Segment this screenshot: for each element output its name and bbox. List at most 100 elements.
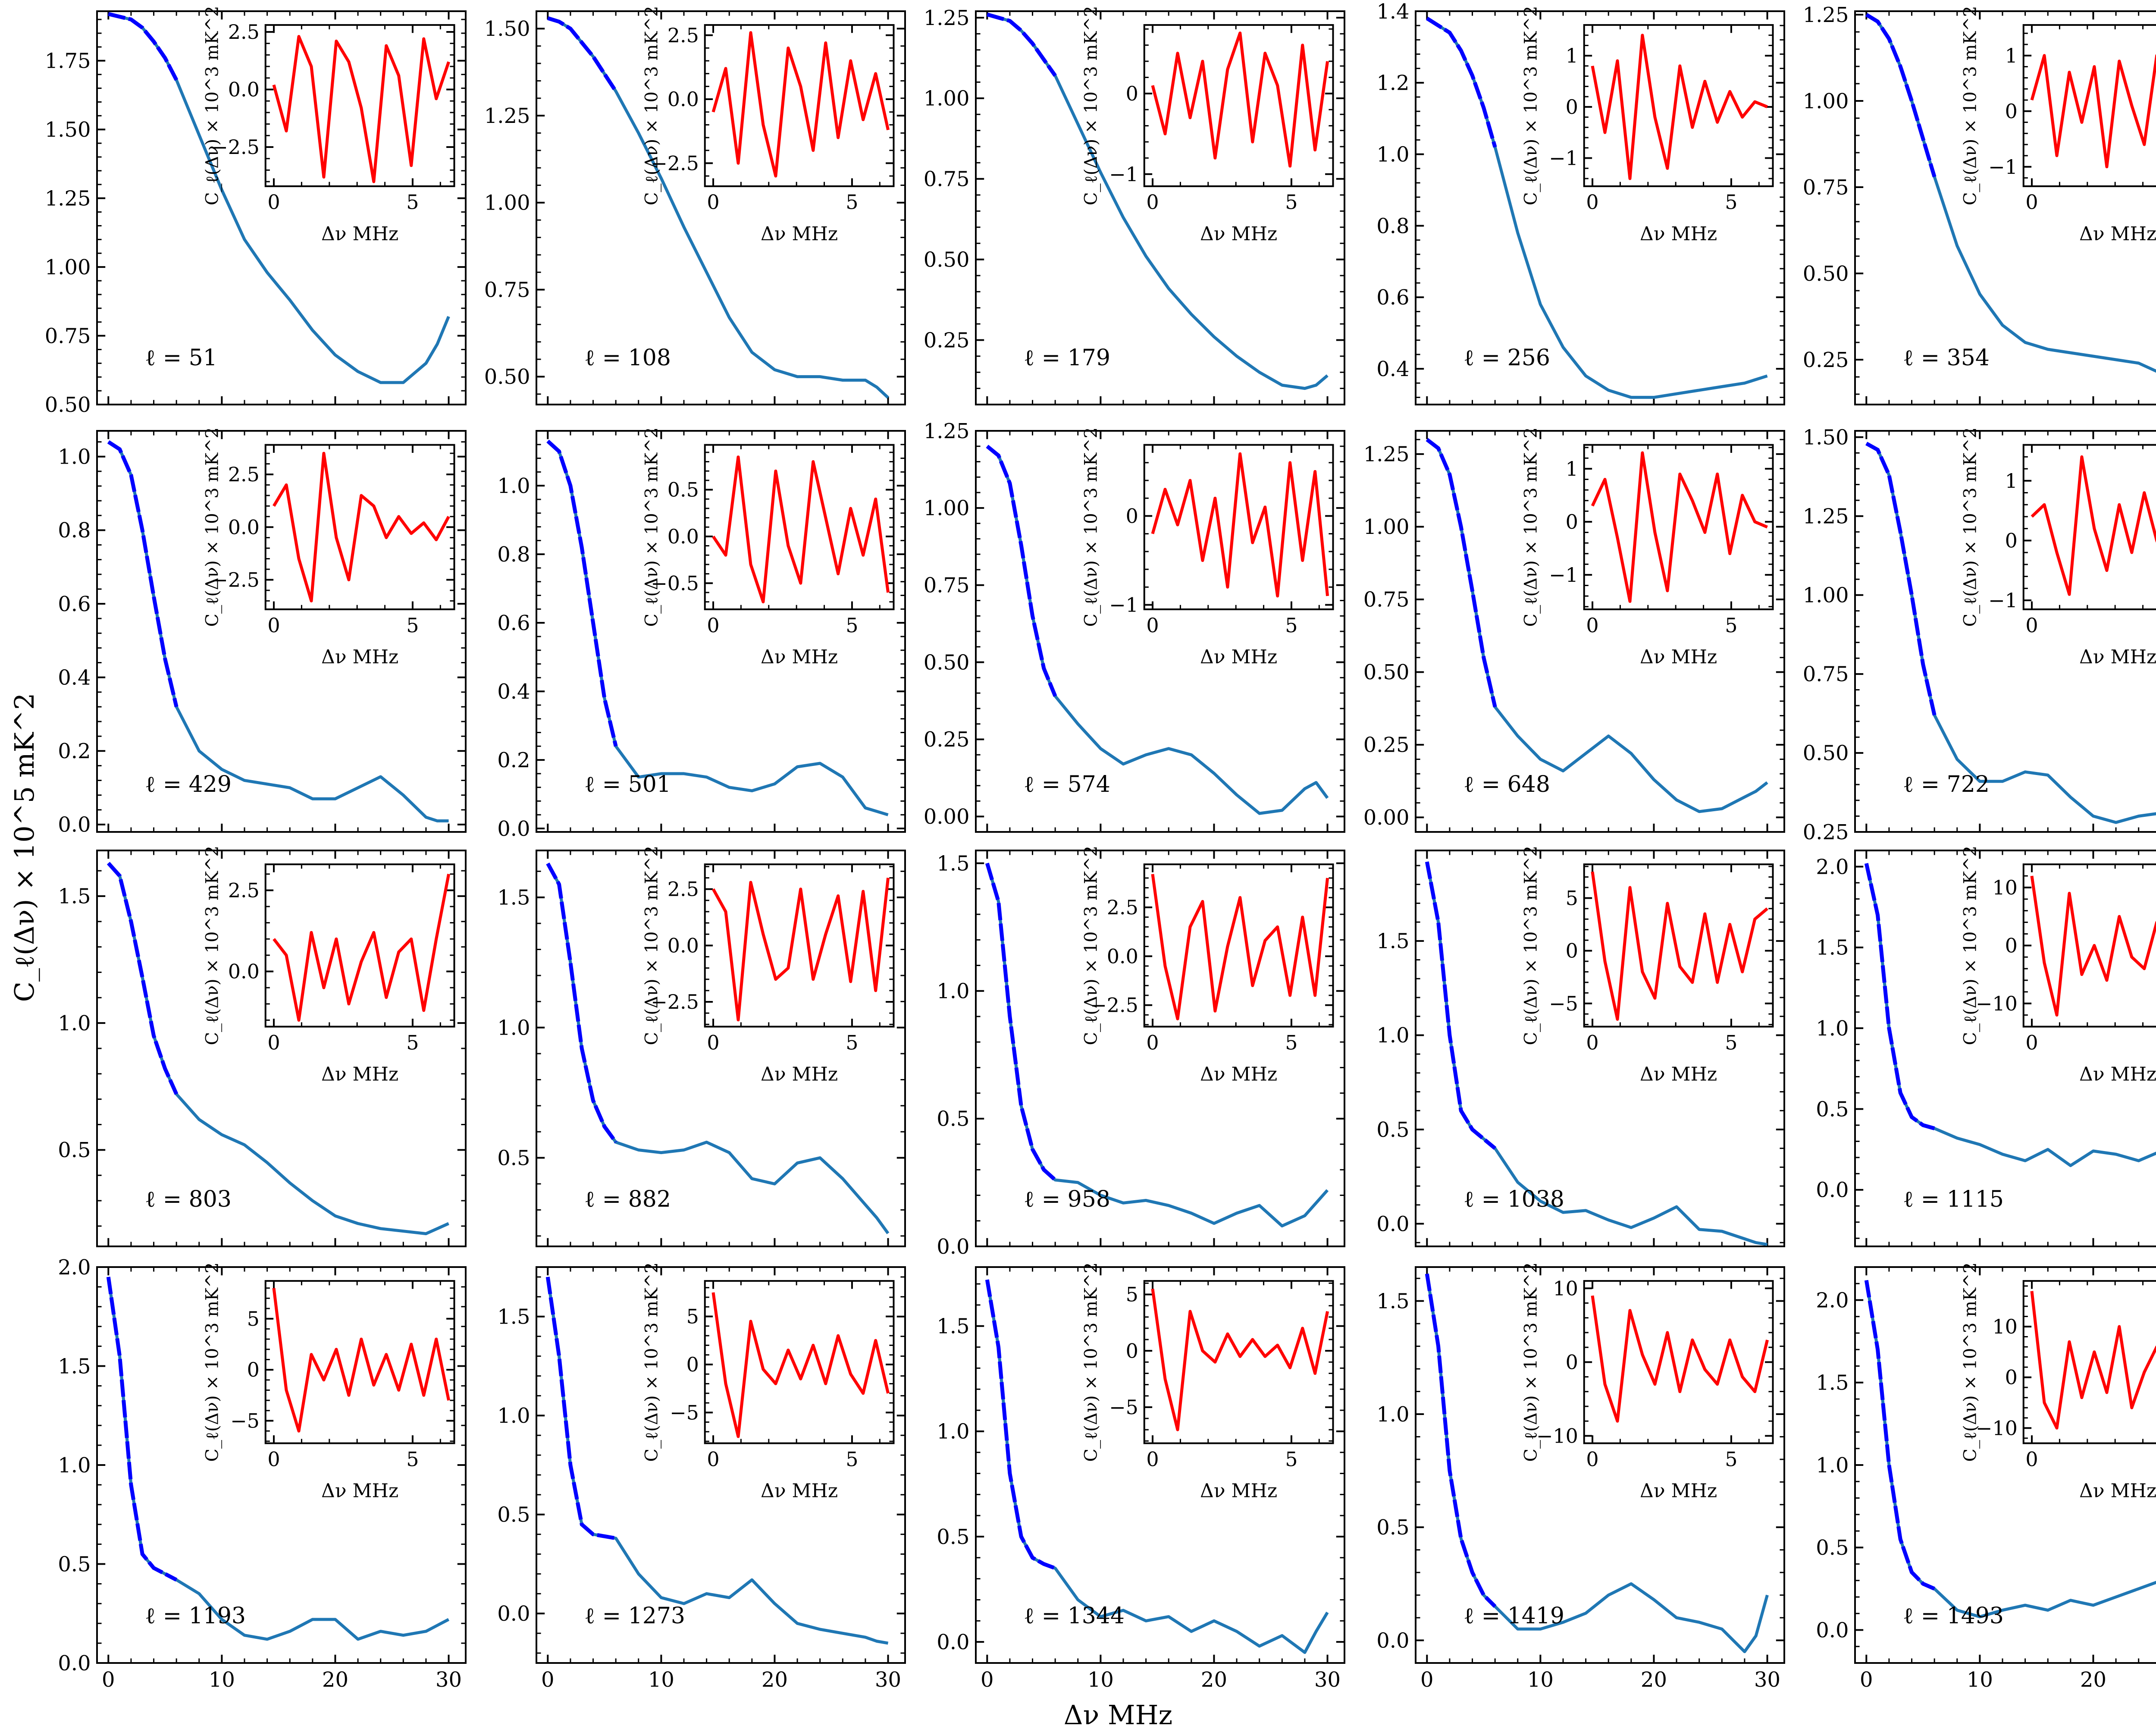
main-y-tick-label: 1.0 — [937, 1420, 969, 1444]
main-curve-dashed-segment — [1865, 442, 1937, 716]
inset-curve-line — [1591, 34, 1768, 180]
inset-y-tick-label: −1 — [1988, 155, 2018, 179]
main-y-tick-label: 0.0 — [1816, 1178, 1849, 1202]
inset-x-tick-label: 0 — [2025, 1031, 2038, 1054]
inset-xlabel: Δν MHz — [321, 1064, 398, 1086]
main-x-tick-label: 0 — [541, 1668, 555, 1692]
main-curve-dashed-segment — [106, 1277, 178, 1582]
inset-panel: 0 5 −1 0 1 Δν MHz C_ℓ(Δν) × 10^3 mK^2 — [1521, 6, 1774, 245]
inset-ylabel: C_ℓ(Δν) × 10^3 mK^2 — [203, 6, 222, 205]
main-y-tick-label: 1.75 — [45, 49, 91, 73]
inset-y-tick-label: 0.0 — [667, 525, 699, 548]
main-y-tick-label: 0.6 — [58, 592, 91, 616]
inset-curve-line — [1151, 874, 1329, 1020]
inset-xlabel: Δν MHz — [2079, 646, 2156, 668]
inset-curve-line — [272, 35, 450, 183]
inset-xlabel: Δν MHz — [1640, 646, 1717, 668]
inset-curve-line — [1151, 452, 1329, 598]
inset-curve-line — [712, 455, 890, 603]
inset-curve-line — [1151, 31, 1329, 168]
ell-label: ℓ = 1493 — [1903, 1603, 2004, 1629]
main-y-tick-label: 0.50 — [1363, 660, 1410, 684]
inset-y-tick-label: −2.5 — [651, 152, 699, 175]
main-y-tick-label: 1.00 — [1803, 89, 1849, 113]
main-y-tick-label: 1.0 — [497, 1016, 530, 1040]
inset-y-tick-label: 0 — [1126, 1339, 1138, 1362]
main-y-tick-label: 1.0 — [58, 1011, 91, 1035]
inset-x-tick-label: 5 — [1725, 191, 1737, 214]
main-curve-dashed-segment — [547, 16, 617, 93]
main-y-tick-label: 1.4 — [1376, 0, 1409, 24]
inset-y-tick-label: 10 — [1553, 1277, 1578, 1300]
inset-x-tick-label: 0 — [1146, 614, 1159, 637]
ell-label: ℓ = 256 — [1463, 345, 1550, 371]
main-y-tick-label: 0.00 — [1363, 806, 1410, 830]
inset-x-tick-label: 5 — [406, 191, 419, 214]
main-curve-dashed-segment — [987, 13, 1057, 77]
main-y-tick-label: 0.25 — [924, 328, 970, 352]
inset-curve-line — [1591, 871, 1768, 1021]
inset-y-tick-label: 0 — [1126, 505, 1138, 528]
main-curve-dashed-segment — [107, 862, 179, 1095]
inset-x-tick-label: 5 — [1725, 1031, 1737, 1054]
inset-panel: 0 5 −5 0 5 Δν MHz C_ℓ(Δν) × 10^3 mK^2 — [1081, 1262, 1334, 1502]
inset-panel: 0 5 −10 0 10 Δν MHz C_ℓ(Δν) × 10^3 mK^2 — [1521, 1262, 1774, 1502]
inset-panel: 0 5 −0.5 0.0 0.5 Δν MHz C_ℓ(Δν) × 10^3 mK^2 — [642, 427, 895, 668]
inset-ylabel: C_ℓ(Δν) × 10^3 mK^2 — [1521, 6, 1541, 205]
main-y-tick-label: 2.0 — [1816, 855, 1849, 879]
main-y-tick-label: 0.0 — [58, 1651, 91, 1675]
inset-xlabel: Δν MHz — [1640, 1064, 1717, 1086]
inset-y-tick-label: 0 — [1566, 95, 1578, 119]
inset-y-tick-label: 0 — [247, 1358, 260, 1381]
ell-label: ℓ = 1038 — [1463, 1186, 1564, 1212]
main-y-tick-label: 0.2 — [58, 739, 91, 763]
ell-label: ℓ = 354 — [1903, 345, 1990, 371]
main-y-tick-label: 1.00 — [1803, 584, 1849, 608]
inset-y-tick-label: −1 — [1109, 593, 1138, 617]
inset-frame — [704, 24, 895, 187]
main-y-tick-label: 0.25 — [1803, 348, 1849, 372]
main-y-tick-label: 1.25 — [484, 104, 530, 128]
main-curve-line — [1865, 1280, 2156, 1619]
main-y-tick-label: 1.5 — [1816, 936, 1849, 960]
inset-y-tick-label: 2.5 — [667, 878, 699, 901]
ell-label: ℓ = 882 — [584, 1186, 671, 1212]
ell-label: ℓ = 1344 — [1024, 1603, 1125, 1629]
main-x-tick-label: 30 — [1754, 1668, 1780, 1692]
inset-frame — [1583, 24, 1774, 187]
inset-xlabel: Δν MHz — [1200, 1480, 1277, 1502]
panel-13: 0.0 0.5 1.0 1.5 ℓ = 958 0 5 −2.5 0.0 2.5 Δν MHz C_ℓ… — [937, 846, 1345, 1259]
panel-10: 0.250.500.751.001.251.50ℓ = 72205−101Δν … — [1803, 425, 2156, 844]
ell-label: ℓ = 958 — [1024, 1186, 1110, 1212]
main-y-tick-label: 0.75 — [1803, 662, 1849, 687]
inset-ylabel: C_ℓ(Δν) × 10^3 mK^2 — [203, 846, 222, 1045]
main-curve-dashed-segment — [986, 445, 1057, 697]
main-x-tick-label: 0 — [981, 1668, 994, 1692]
inset-y-tick-label: −2.5 — [211, 568, 260, 592]
inset-frame — [1583, 444, 1774, 610]
panel-18: 0 10 20 30 0.0 0.5 1.0 1.5 ℓ = 1344 0 5 −5 0 5 Δν MHz C… — [937, 1262, 1345, 1692]
main-y-tick-label: 0.5 — [497, 1146, 530, 1170]
inset-frame — [704, 444, 895, 610]
main-y-tick-label: 1.00 — [1363, 515, 1410, 539]
inset-xlabel: Δν MHz — [761, 1480, 838, 1502]
inset-frame — [1143, 863, 1334, 1028]
main-y-tick-label: 0.4 — [1376, 357, 1409, 381]
inset-x-tick-label: 0 — [2025, 191, 2038, 214]
inset-ylabel: C_ℓ(Δν) × 10^3 mK^2 — [1961, 1262, 1981, 1462]
inset-y-tick-label: 2.5 — [228, 20, 260, 44]
inset-x-tick-label: 0 — [1586, 1447, 1598, 1471]
inset-frame — [2022, 863, 2156, 1028]
main-curve-dashed-segment — [1865, 13, 1937, 178]
inset-frame — [264, 444, 455, 610]
ell-label: ℓ = 1419 — [1463, 1603, 1564, 1629]
inset-y-tick-label: 0 — [2005, 934, 2018, 957]
main-curve-line — [987, 13, 1329, 390]
inset-ylabel: C_ℓ(Δν) × 10^3 mK^2 — [1961, 846, 1981, 1045]
inset-y-tick-label: −10 — [1976, 992, 2018, 1015]
inset-xlabel: Δν MHz — [2079, 1064, 2156, 1086]
inset-y-tick-label: −2.5 — [651, 990, 699, 1013]
main-curve-dashed-segment — [1426, 438, 1497, 708]
